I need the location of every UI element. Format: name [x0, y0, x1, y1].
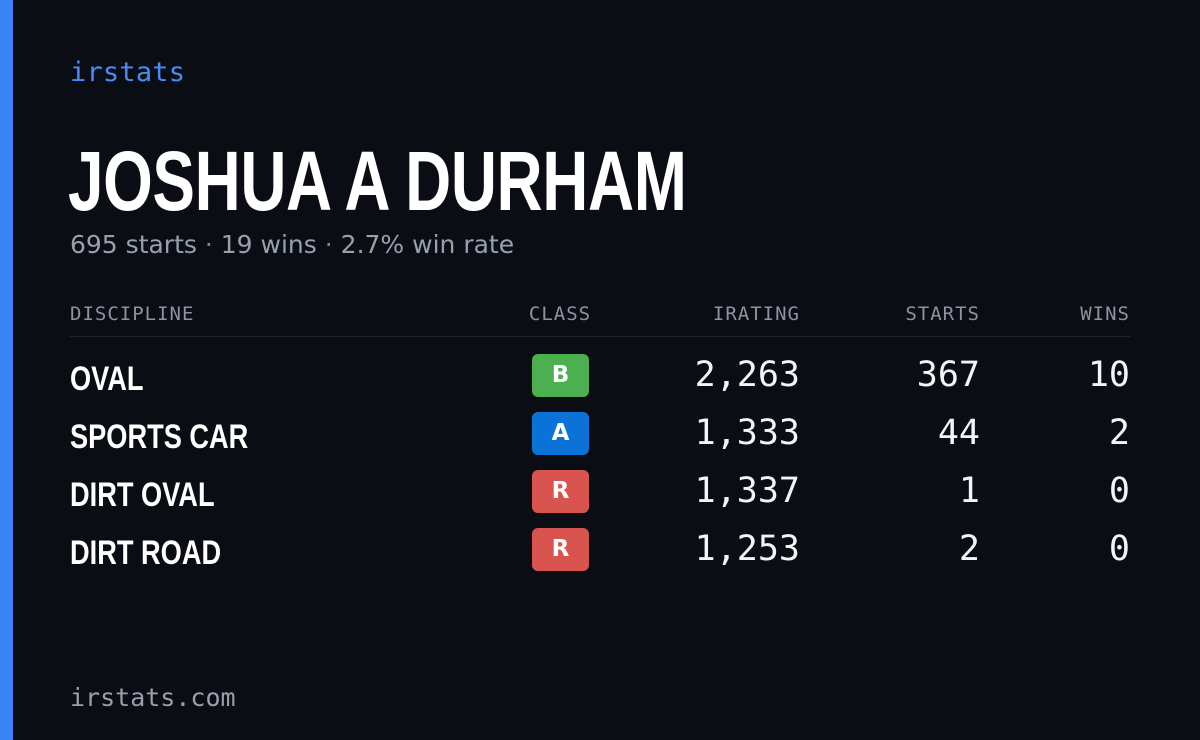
summary-separator: · — [204, 230, 213, 259]
wins-value: 0 — [1108, 471, 1130, 511]
driver-summary: 695 starts · 19 wins · 2.7% win rate — [70, 229, 514, 261]
table-row: DIRT OVAL R 1,337 1 0 — [70, 453, 1130, 514]
win-rate: 2.7% win rate — [340, 230, 515, 259]
table-row: SPORTS CAR A 1,333 44 2 — [70, 395, 1130, 456]
total-starts: 695 starts — [70, 230, 197, 259]
starts-value: 367 — [916, 355, 980, 395]
license-class-badge: B — [532, 354, 589, 397]
discipline-name: SPORTS CAR — [70, 418, 249, 456]
irating-value: 2,263 — [694, 355, 800, 395]
accent-bar — [0, 0, 13, 740]
brand-logo-text: irstats — [70, 57, 186, 88]
license-class-badge: A — [532, 412, 589, 455]
header-starts: STARTS — [905, 303, 980, 325]
table-row: DIRT ROAD R 1,253 2 0 — [70, 511, 1130, 572]
irating-value: 1,253 — [694, 529, 800, 569]
footer-domain: irstats.com — [70, 683, 236, 712]
wins-value: 2 — [1108, 413, 1130, 453]
starts-value: 1 — [958, 471, 980, 511]
table-header: DISCIPLINE CLASS IRATING STARTS WINS — [70, 300, 1130, 337]
total-wins: 19 wins — [220, 230, 317, 259]
header-class: CLASS — [528, 303, 592, 325]
starts-value: 44 — [937, 413, 980, 453]
discipline-stats-table: DISCIPLINE CLASS IRATING STARTS WINS OVA… — [70, 300, 1130, 572]
discipline-name: DIRT ROAD — [70, 534, 222, 572]
driver-name: JOSHUA A DURHAM — [68, 134, 687, 228]
starts-value: 2 — [958, 529, 980, 569]
header-wins: WINS — [1080, 303, 1130, 325]
header-irating: IRATING — [712, 303, 800, 325]
discipline-name: DIRT OVAL — [70, 476, 215, 514]
wins-value: 10 — [1087, 355, 1130, 395]
summary-separator: · — [324, 230, 333, 259]
header-discipline: DISCIPLINE — [70, 303, 195, 325]
license-class-badge: R — [532, 470, 589, 513]
irating-value: 1,337 — [694, 471, 800, 511]
license-class-badge: R — [532, 528, 589, 571]
table-row: OVAL B 2,263 367 10 — [70, 337, 1130, 398]
irating-value: 1,333 — [694, 413, 800, 453]
discipline-name: OVAL — [70, 360, 144, 398]
wins-value: 0 — [1108, 529, 1130, 569]
